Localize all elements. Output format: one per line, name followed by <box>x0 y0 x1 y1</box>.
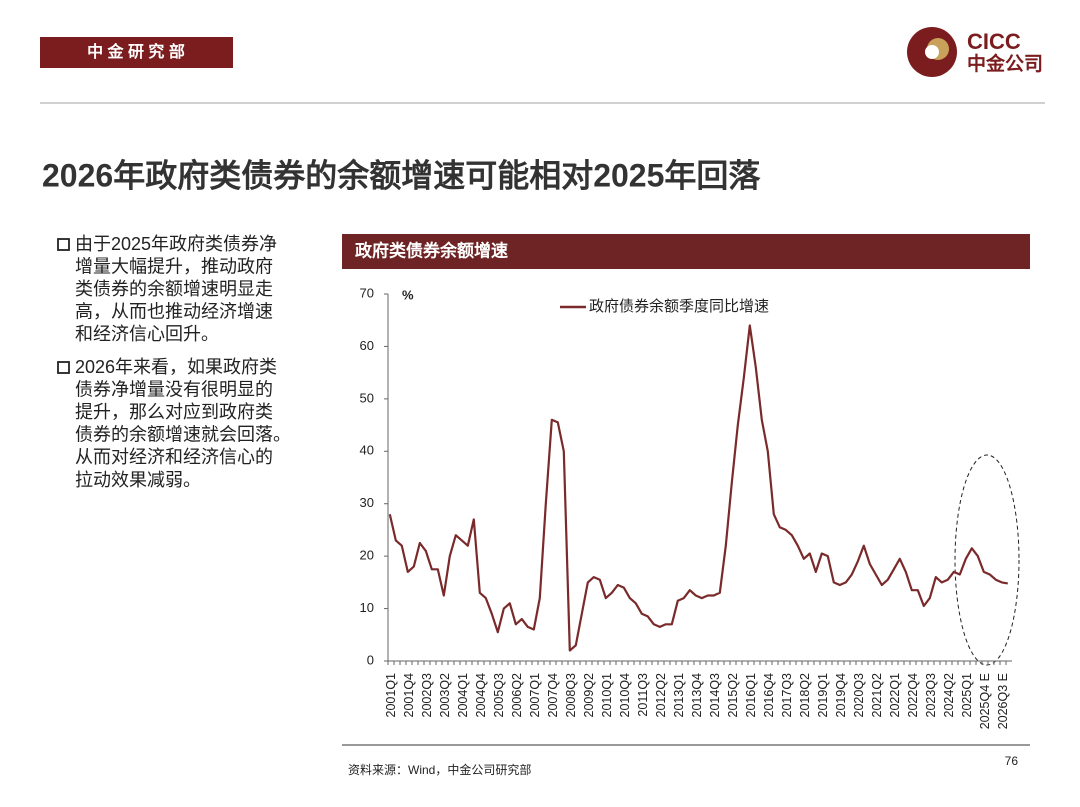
x-tick-label: 2019Q4 <box>834 673 848 718</box>
x-tick-label: 2004Q1 <box>456 673 470 718</box>
bullet-marker <box>57 361 70 374</box>
x-tick-label: 2014Q3 <box>708 673 722 718</box>
x-tick-label: 2024Q2 <box>942 673 956 718</box>
x-tick-label: 2015Q2 <box>726 673 740 718</box>
x-tick-label: 2022Q4 <box>906 673 920 718</box>
y-tick-label: 70 <box>360 285 374 300</box>
header-dept: 中 金 研 究 部 <box>87 42 185 61</box>
header-box <box>40 37 233 68</box>
source: 资料来源：Wind，中金公司研究部 <box>348 762 531 777</box>
bullet-text: 由于2025年政府类债券净 <box>75 234 277 254</box>
bullet-text: 高，从而也推动经济增速 <box>75 302 273 322</box>
data-line <box>388 324 1008 652</box>
x-tick-label: 2006Q2 <box>510 673 524 718</box>
x-tick-label: 2013Q1 <box>672 673 686 718</box>
y-axis-label: % <box>402 287 414 302</box>
x-tick-label: 2010Q1 <box>600 673 614 718</box>
bullet-text: 从而对经济和经济信心的 <box>75 447 273 467</box>
x-tick-label: 2010Q4 <box>618 673 632 718</box>
x-tick-label: 2019Q1 <box>816 673 830 718</box>
x-tick-label: 2011Q3 <box>636 673 650 717</box>
x-tick-label: 2005Q3 <box>492 673 506 718</box>
x-tick-label: 2012Q2 <box>654 673 668 718</box>
logo-cn: 中金公司 <box>967 52 1043 75</box>
x-tick-label: 2016Q1 <box>744 673 758 718</box>
bullet-text: 债券的余额增速就会回落。 <box>75 425 291 445</box>
legend-label: 政府债券余额季度同比增速 <box>589 297 769 315</box>
x-tick-label: 2023Q3 <box>924 673 938 718</box>
x-tick-label: 2025Q4 E <box>978 673 992 729</box>
x-tick-label: 2017Q3 <box>780 673 794 718</box>
logo-hole <box>925 45 939 59</box>
bullet-text: 债券净增量没有很明显的 <box>75 379 273 399</box>
bullet-text: 提升，那么对应到政府类 <box>75 402 273 422</box>
x-tick-label: 2025Q1 <box>960 673 974 718</box>
chart-title-bar <box>342 234 1030 269</box>
y-tick-label: 60 <box>360 338 374 353</box>
x-tick-label: 2021Q2 <box>870 673 884 718</box>
logo-en: CICC <box>967 29 1021 54</box>
y-tick-label: 0 <box>367 652 374 667</box>
x-tick-label: 2018Q2 <box>798 673 812 718</box>
x-tick-label: 2001Q4 <box>402 673 416 718</box>
x-tick-label: 2022Q1 <box>888 673 902 718</box>
slide-title: 2026年政府类债券的余额增速可能相对2025年回落 <box>42 157 761 193</box>
y-tick-label: 40 <box>360 443 374 458</box>
page-number: 76 <box>1005 754 1019 768</box>
y-tick-label: 30 <box>360 495 374 510</box>
x-tick-label: 2008Q3 <box>564 673 578 718</box>
y-tick-label: 10 <box>360 600 374 615</box>
x-tick-label: 2026Q3 E <box>996 673 1010 729</box>
bullet-text: 和经济信心回升。 <box>75 324 219 344</box>
y-tick-label: 20 <box>360 548 374 563</box>
x-tick-label: 2009Q2 <box>582 673 596 718</box>
bullet-text: 类债券的余额增速明显走 <box>75 279 273 299</box>
x-tick-label: 2007Q1 <box>528 673 542 718</box>
bullet-text: 增量大幅提升，推动政府 <box>75 256 273 276</box>
bullet-text: 2026年来看，如果政府类 <box>75 357 277 377</box>
chart-title: 政府类债券余额增速 <box>355 240 508 260</box>
y-tick-label: 50 <box>360 390 374 405</box>
x-tick-label: 2020Q3 <box>852 673 866 718</box>
x-tick-label: 2016Q4 <box>762 673 776 718</box>
x-tick-label: 2002Q3 <box>420 673 434 718</box>
x-tick-label: 2004Q4 <box>474 673 488 718</box>
bullet-marker <box>57 238 70 251</box>
highlight-ellipse <box>954 454 1020 666</box>
x-tick-label: 2003Q2 <box>438 673 452 718</box>
x-tick-label: 2007Q4 <box>546 673 560 718</box>
x-tick-label: 2013Q4 <box>690 673 704 718</box>
bullet-text: 拉动效果减弱。 <box>75 470 201 490</box>
x-tick-label: 2001Q1 <box>384 673 398 718</box>
